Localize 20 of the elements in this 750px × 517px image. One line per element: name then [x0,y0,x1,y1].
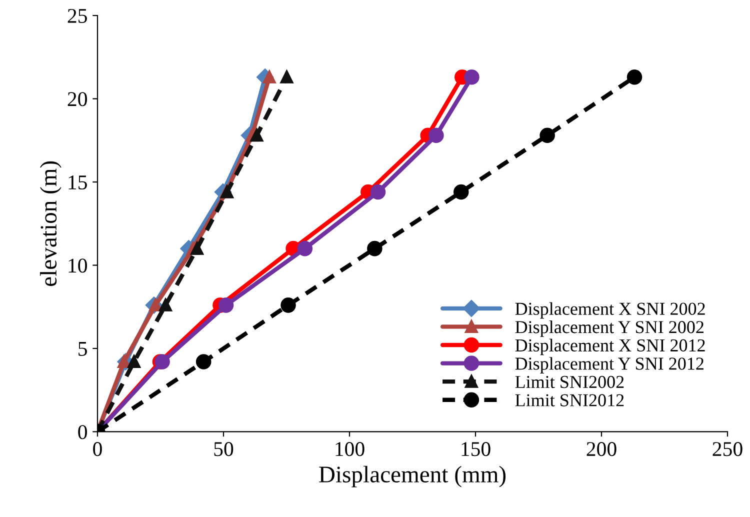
y-tick-label: 0 [78,425,87,440]
legend-label: Displacement Y SNI 2012 [515,357,704,374]
legend-label: Limit SNI2002 [515,376,624,388]
legend-label: Displacement X SNI 2012 [515,338,705,356]
x-tick-label: 150 [462,442,490,456]
legend-label: Displacement X SNI 2002 [515,302,705,319]
legend-label: Displacement Y SNI 2002 [515,320,704,337]
legend-label: Limit SNI2012 [515,394,624,406]
x-axis-title: Displacement (mm) [319,466,506,488]
y-tick-label: 15 [68,175,87,190]
x-tick-label: 50 [214,442,234,456]
x-tick-label: 100 [336,442,364,456]
x-tick-label: 200 [586,442,616,456]
y-tick-label: 25 [68,8,87,23]
y-tick-label: 20 [68,92,87,106]
y-tick-label: 10 [68,258,87,273]
x-tick-label: 250 [712,442,742,456]
x-tick-label: 0 [93,442,102,456]
y-axis-title: elevation (m) [40,161,62,286]
y-tick-label: 5 [78,342,87,356]
